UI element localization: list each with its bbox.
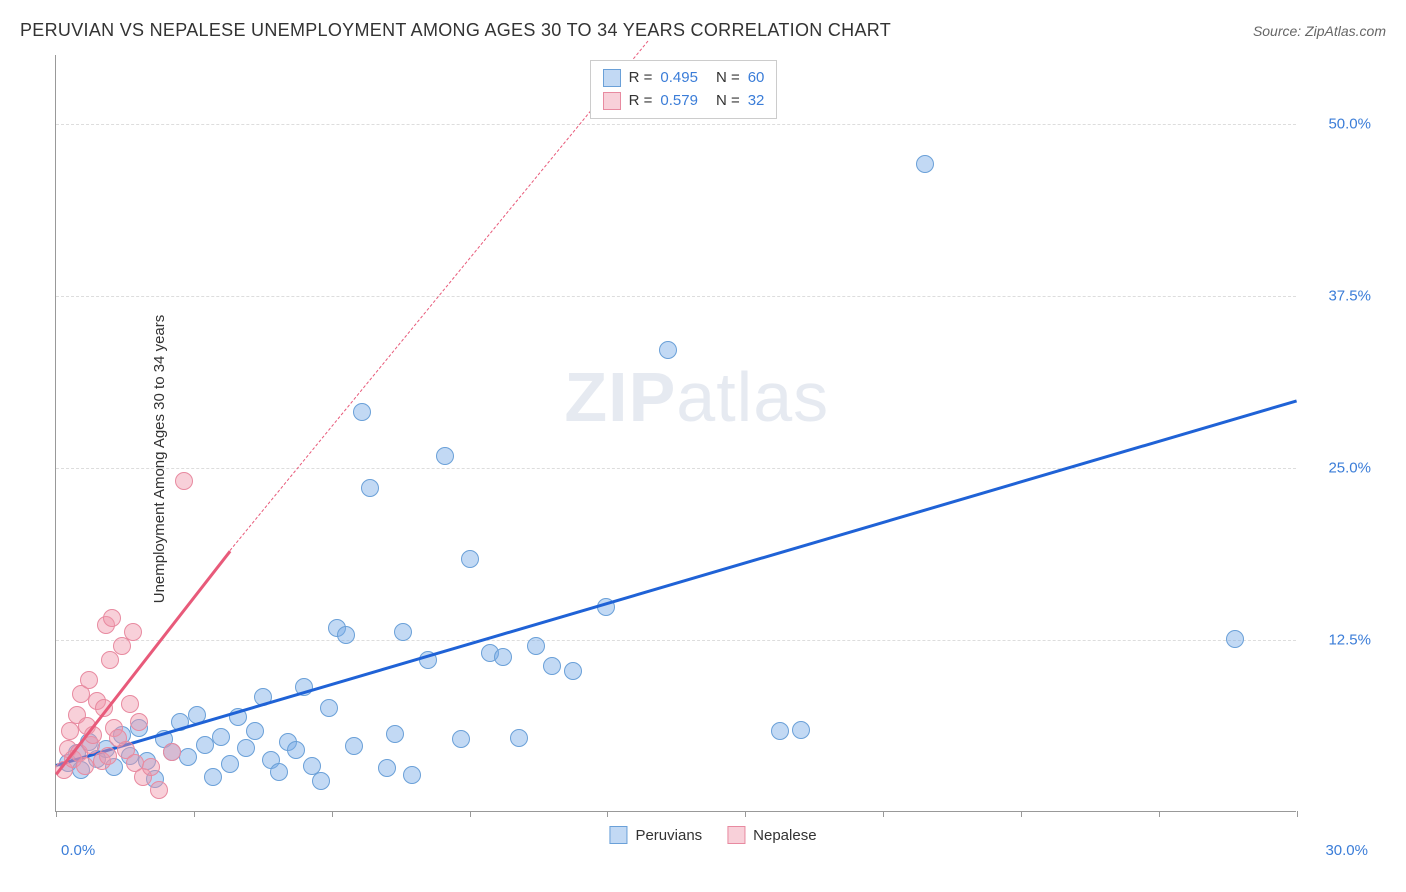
y-tick-label: 25.0% (1328, 459, 1371, 476)
gridline (56, 124, 1296, 125)
data-point (543, 657, 561, 675)
gridline (56, 640, 1296, 641)
x-tick (1021, 811, 1022, 817)
data-point (124, 623, 142, 641)
data-point (394, 623, 412, 641)
data-point (150, 781, 168, 799)
chart-title: PERUVIAN VS NEPALESE UNEMPLOYMENT AMONG … (20, 20, 891, 41)
x-tick (1297, 811, 1298, 817)
data-point (564, 662, 582, 680)
x-tick (332, 811, 333, 817)
data-point (771, 722, 789, 740)
data-point (101, 651, 119, 669)
gridline (56, 296, 1296, 297)
chart-source: Source: ZipAtlas.com (1253, 23, 1386, 39)
data-point (320, 699, 338, 717)
data-point (80, 671, 98, 689)
data-point (345, 737, 363, 755)
data-point (287, 741, 305, 759)
data-point (270, 763, 288, 781)
data-point (142, 758, 160, 776)
data-point (237, 739, 255, 757)
x-tick (745, 811, 746, 817)
x-tick-label: 0.0% (61, 842, 95, 859)
x-tick (883, 811, 884, 817)
stats-legend: R = 0.495 N = 60 R = 0.579 N = 32 (590, 60, 778, 119)
legend-swatch (603, 92, 621, 110)
data-point (494, 648, 512, 666)
legend-n-value: 60 (748, 67, 765, 90)
data-point (792, 721, 810, 739)
data-point (361, 479, 379, 497)
legend-n-label: N = (716, 67, 740, 90)
data-point (386, 725, 404, 743)
data-point (212, 728, 230, 746)
x-tick (56, 811, 57, 817)
data-point (527, 637, 545, 655)
plot-area: ZIPatlas 12.5%25.0%37.5%50.0%0.0%30.0%R … (55, 55, 1296, 812)
data-point (916, 155, 934, 173)
series-legend-item: Peruvians (609, 826, 702, 844)
y-tick-label: 37.5% (1328, 287, 1371, 304)
data-point (1226, 630, 1244, 648)
data-point (121, 695, 139, 713)
series-legend-label: Nepalese (753, 827, 816, 844)
data-point (221, 755, 239, 773)
legend-swatch (727, 826, 745, 844)
y-tick-label: 50.0% (1328, 115, 1371, 132)
data-point (436, 447, 454, 465)
data-point (196, 736, 214, 754)
y-tick-label: 12.5% (1328, 631, 1371, 648)
data-point (353, 403, 371, 421)
data-point (204, 768, 222, 786)
legend-n-value: 32 (748, 90, 765, 113)
series-legend: Peruvians Nepalese (609, 826, 816, 844)
data-point (103, 609, 121, 627)
legend-r-label: R = (629, 67, 653, 90)
data-point (510, 729, 528, 747)
stats-legend-row: R = 0.579 N = 32 (603, 90, 765, 113)
data-point (403, 766, 421, 784)
data-point (130, 713, 148, 731)
legend-n-label: N = (716, 90, 740, 113)
legend-r-value: 0.495 (660, 67, 698, 90)
gridline (56, 468, 1296, 469)
data-point (99, 747, 117, 765)
legend-r-label: R = (629, 90, 653, 113)
chart-container: Unemployment Among Ages 30 to 34 years Z… (50, 55, 1376, 862)
x-tick (194, 811, 195, 817)
data-point (378, 759, 396, 777)
data-point (659, 341, 677, 359)
data-point (179, 748, 197, 766)
legend-swatch (609, 826, 627, 844)
data-point (76, 757, 94, 775)
data-point (175, 472, 193, 490)
data-point (461, 550, 479, 568)
data-point (61, 722, 79, 740)
x-tick (607, 811, 608, 817)
chart-header: PERUVIAN VS NEPALESE UNEMPLOYMENT AMONG … (20, 20, 1386, 41)
legend-r-value: 0.579 (660, 90, 698, 113)
series-legend-label: Peruvians (635, 827, 702, 844)
x-tick-label: 30.0% (1325, 842, 1368, 859)
stats-legend-row: R = 0.495 N = 60 (603, 67, 765, 90)
trend-line (56, 399, 1298, 766)
data-point (312, 772, 330, 790)
x-tick (470, 811, 471, 817)
data-point (163, 743, 181, 761)
data-point (337, 626, 355, 644)
data-point (246, 722, 264, 740)
series-legend-item: Nepalese (727, 826, 816, 844)
watermark: ZIPatlas (564, 357, 829, 437)
legend-swatch (603, 69, 621, 87)
x-tick (1159, 811, 1160, 817)
data-point (452, 730, 470, 748)
